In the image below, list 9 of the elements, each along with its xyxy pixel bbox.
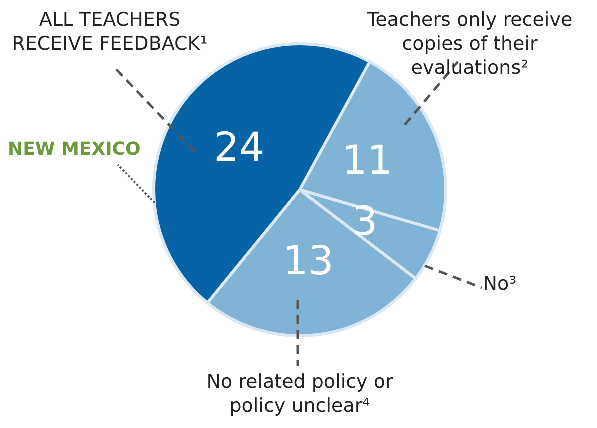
slice-label: No³ [482, 272, 518, 296]
data-label: 11 [342, 138, 393, 184]
slice-label: No related policy or policy unclear⁴ [206, 370, 394, 418]
text: NEW MEXICO [8, 138, 141, 162]
data-label: 3 [352, 199, 378, 246]
data-label: 13 [282, 238, 334, 285]
slice-label: Teachers only receive copies of their evaluations² [366, 8, 574, 80]
slice-label: ALL TEACHERS RECEIVE FEEDBACK¹ [11, 8, 209, 56]
data-label: 24 [214, 125, 265, 172]
